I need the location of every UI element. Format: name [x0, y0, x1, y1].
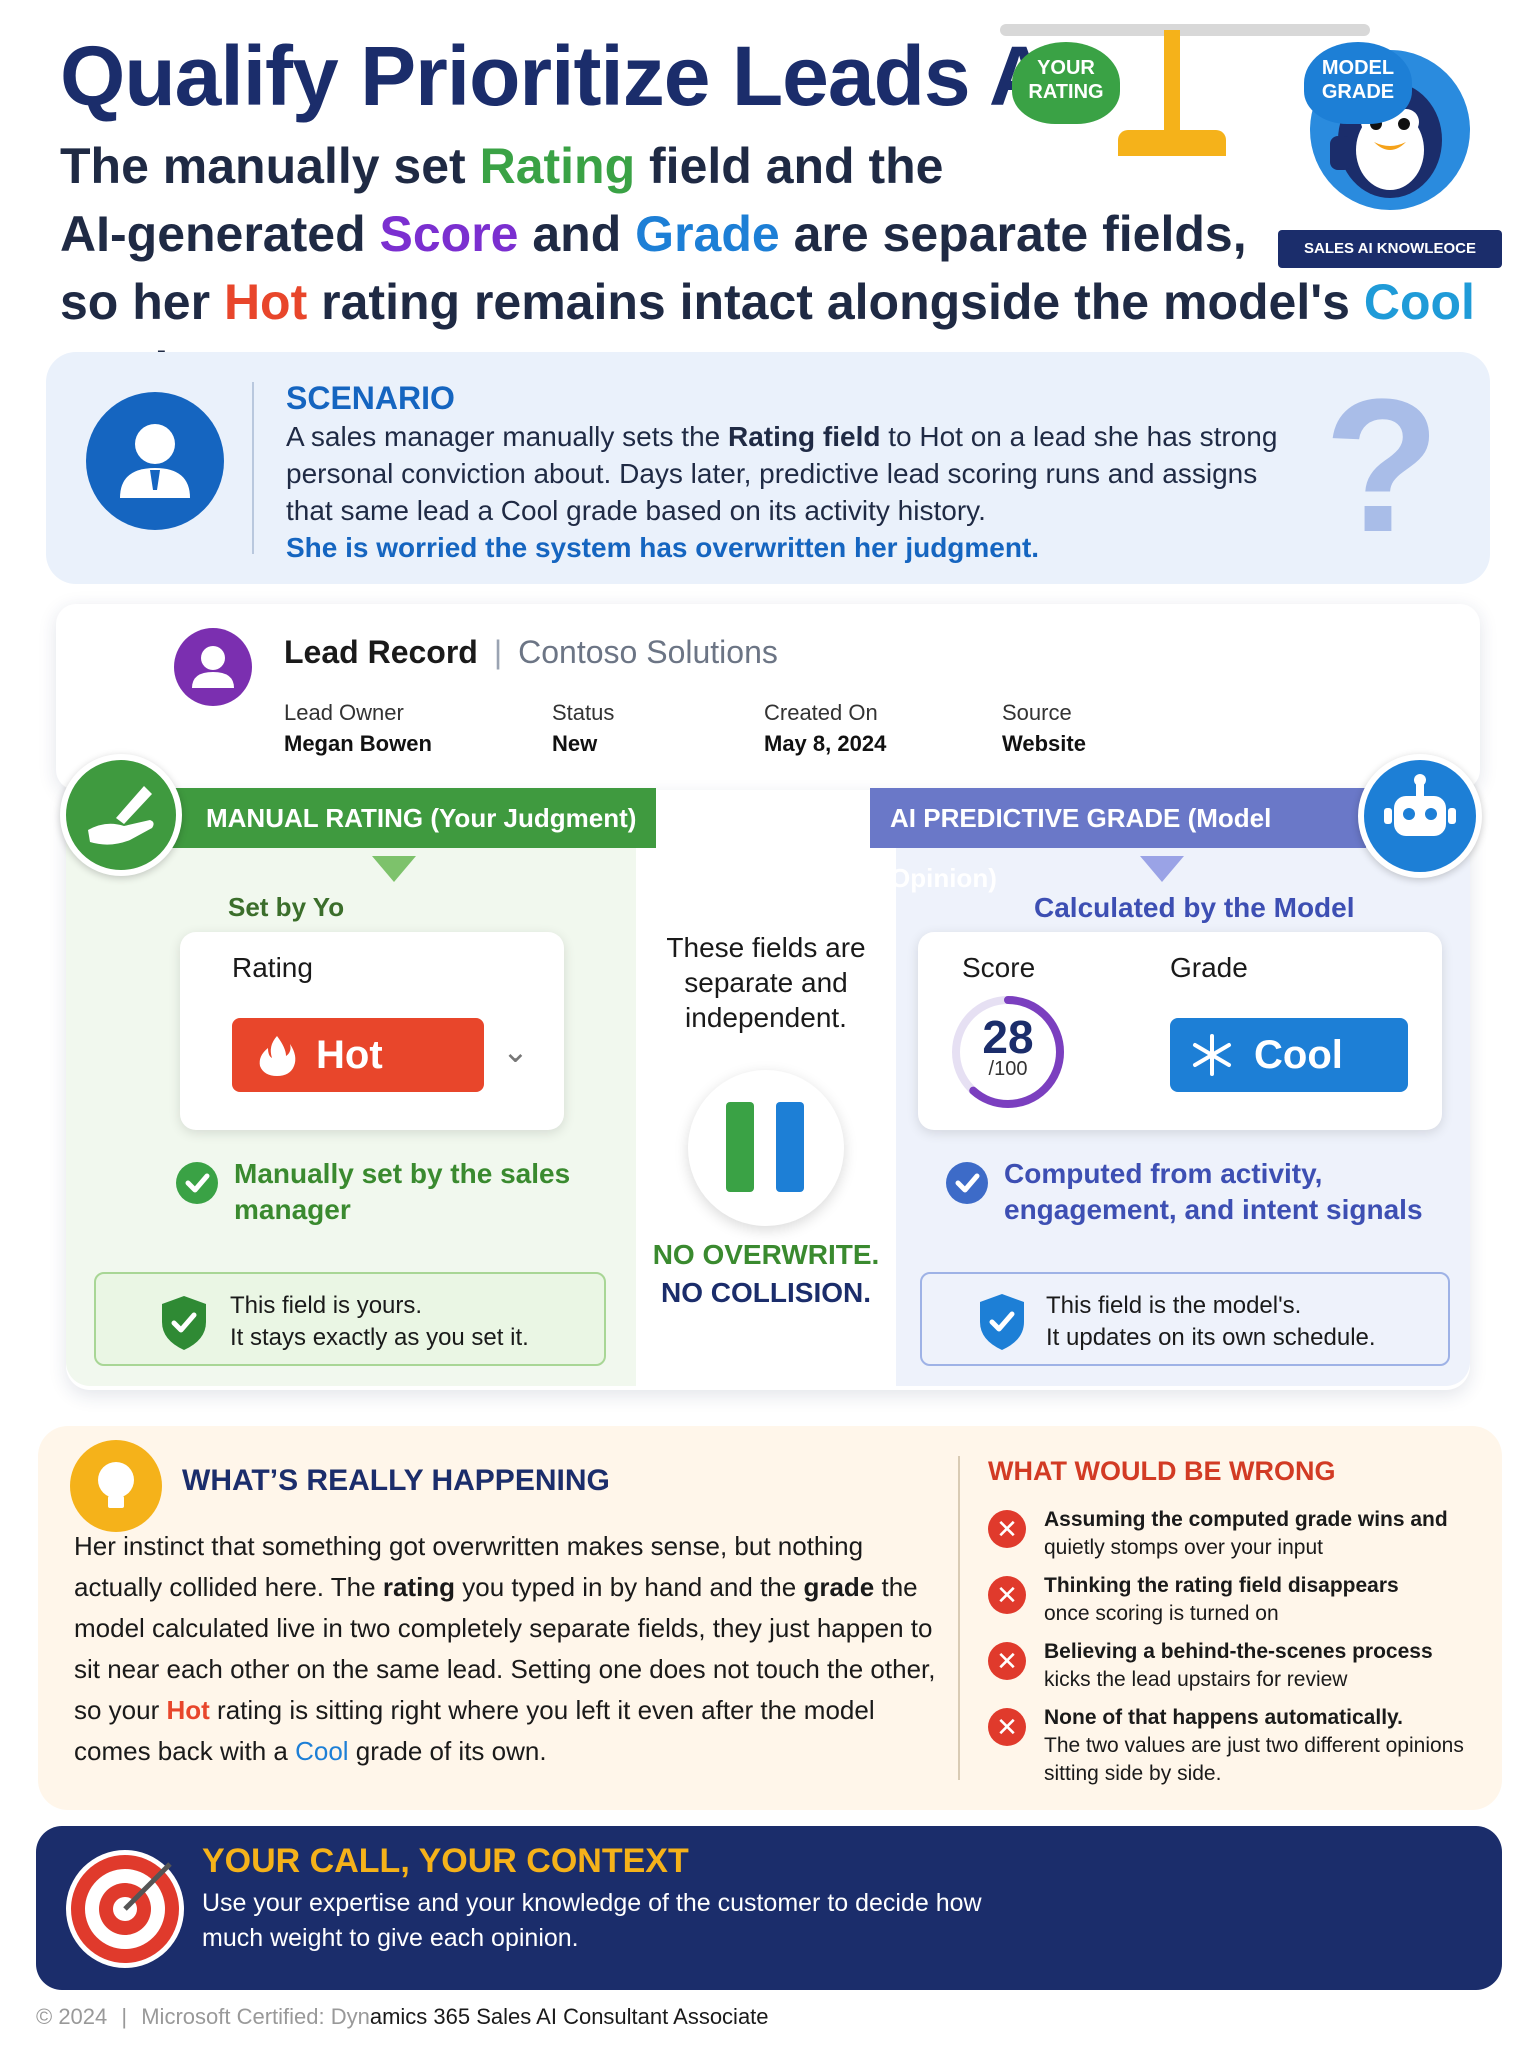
- x-circle-icon: ✕: [988, 1642, 1026, 1680]
- model-grade-pan: MODEL GRADE: [1304, 42, 1412, 124]
- score-label: Score: [962, 952, 1036, 983]
- rating-word: Rating: [479, 138, 636, 194]
- whats-happening-section: WHAT’S REALLY HAPPENING Her instinct tha…: [38, 1426, 1502, 1810]
- user-icon: [86, 392, 224, 530]
- your-rating-pan: YOUR RATING: [1012, 42, 1120, 124]
- ai-grade-banner: AI PREDICTIVE GRADE (Model Opinion): [870, 788, 1366, 893]
- question-mark-icon: ?: [1323, 360, 1440, 572]
- chevron-down-icon[interactable]: ⌄: [502, 1033, 529, 1069]
- page-title: Qualify Prioritize Leads Ai:: [60, 29, 1099, 123]
- ai-note: Computed from activity, engagement, and …: [1004, 1158, 1423, 1225]
- lead-field-source: Source Website: [1002, 700, 1086, 756]
- flame-icon: [259, 1036, 296, 1076]
- divider: [958, 1456, 960, 1780]
- balance-scale-icon: [1000, 24, 1370, 36]
- mascot-ribbon: SALES AI KNOWLEOCE: [1278, 230, 1502, 268]
- lead-record-card: Lead Record | Contoso Solutions Lead Owner…: [56, 604, 1480, 790]
- scenario-body: A sales manager manually sets the Rating…: [286, 421, 1278, 526]
- arrow-down-icon: [1140, 856, 1184, 882]
- your-call-title: YOUR CALL, YOUR CONTEXT: [202, 1842, 689, 1880]
- rating-value: Hot: [316, 1033, 383, 1077]
- lead-title-row: Lead Record | Contoso Solutions: [284, 634, 778, 670]
- scenario-worry: She is worried the system has overwritte…: [286, 532, 1040, 563]
- no-overwrite-text: NO OVERWRITE. NO COLLISION.: [652, 1239, 880, 1308]
- score-word: Score: [379, 206, 519, 262]
- target-icon: [66, 1850, 184, 1968]
- separate-fields-text: These fields are separate and independen…: [666, 932, 866, 1033]
- lightbulb-icon: [70, 1440, 162, 1532]
- x-circle-icon: ✕: [988, 1576, 1026, 1614]
- lead-field-status: Status New: [552, 700, 615, 756]
- check-circle-icon: [946, 1162, 988, 1204]
- robot-icon: [1358, 754, 1482, 878]
- copyright: © 2024 | Microsoft Certified: Dynamics 3…: [36, 2004, 769, 2029]
- lead-company: Contoso Solutions: [518, 634, 778, 670]
- your-call-banner: YOUR CALL, YOUR CONTEXT Use your experti…: [36, 1826, 1502, 1990]
- score-ring: [952, 996, 1064, 1108]
- grade-value: Cool: [1254, 1033, 1343, 1077]
- rating-field-card: Rating Hot ⌄: [180, 932, 564, 1130]
- lead-field-owner: Lead Owner Megan Bowen: [284, 700, 432, 756]
- scenario-card: SCENARIO A sales manager manually sets t…: [46, 352, 1490, 584]
- scenario-label: SCENARIO: [286, 380, 455, 416]
- field-is-models-box: This field is the model's. It updates on…: [920, 1272, 1450, 1366]
- lead-avatar-icon: [174, 628, 252, 706]
- score-max: /100: [988, 1058, 1028, 1080]
- manual-rating-banner: MANUAL RATING (Your Judgment): [140, 788, 656, 848]
- field-is-yours-box: This field is yours. It stays exactly as…: [94, 1272, 606, 1366]
- happening-title: WHAT’S REALLY HAPPENING: [182, 1464, 610, 1497]
- lead-field-created: Created On May 8, 2024: [764, 700, 887, 756]
- hot-word: Hot: [223, 274, 308, 330]
- happening-body: Her instinct that something got overwrit…: [74, 1531, 936, 1766]
- shield-check-icon: [980, 1294, 1024, 1350]
- divider: [252, 382, 254, 554]
- rating-select[interactable]: Hot: [232, 1018, 484, 1092]
- score-value: 28: [982, 1011, 1034, 1063]
- set-by-label: Set by Yo: [228, 892, 345, 922]
- header: Qualify Prioritize Leads Ai: The manuall…: [60, 28, 1480, 404]
- center-explainer: These fields are separate and independen…: [636, 930, 896, 1035]
- manual-note: Manually set by the sales manager: [234, 1158, 571, 1225]
- x-circle-icon: ✕: [988, 1708, 1026, 1746]
- grade-label: Grade: [1170, 952, 1248, 983]
- hand-pen-icon: [60, 754, 182, 876]
- subtitle-line-1: The manually set Rating field and the: [60, 138, 944, 194]
- score-grade-card: Score Grade 28 /100 Cool: [918, 932, 1442, 1130]
- grade-word: Grade: [635, 206, 780, 262]
- x-circle-icon: ✕: [988, 1510, 1026, 1548]
- lead-title: Lead Record: [284, 634, 478, 670]
- scenario-text: SCENARIO A sales manager manually sets t…: [286, 378, 1306, 566]
- pause-icon: [688, 1070, 844, 1226]
- subtitle-line-2: AI-generated Score and Grade are separat…: [60, 206, 1247, 262]
- calculated-by-label: Calculated by the Model: [1034, 892, 1355, 923]
- rating-label: Rating: [232, 952, 313, 983]
- cool-word: Cool: [1363, 274, 1475, 330]
- wrong-title: WHAT WOULD BE WRONG: [988, 1456, 1336, 1486]
- shield-check-icon: [162, 1296, 206, 1350]
- arrow-down-icon: [372, 856, 416, 882]
- grade-value-pill: Cool: [1170, 1018, 1408, 1092]
- your-call-body: Use your expertise and your knowledge of…: [202, 1889, 982, 1952]
- check-circle-icon: [176, 1162, 218, 1204]
- snowflake-icon: [1193, 1034, 1231, 1076]
